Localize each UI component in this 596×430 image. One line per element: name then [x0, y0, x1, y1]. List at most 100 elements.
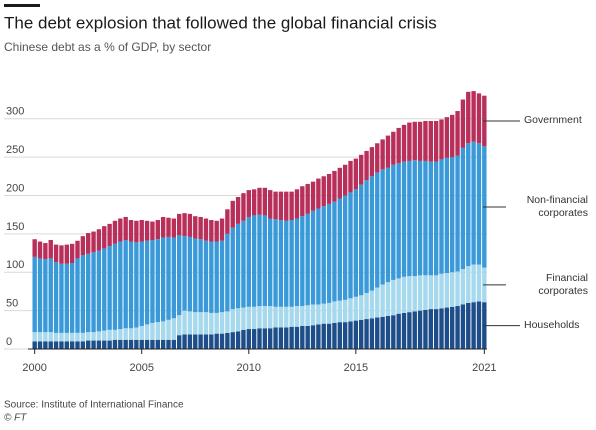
bar-segment: [273, 191, 278, 220]
bar-segment: [417, 275, 423, 311]
bar-segment: [466, 266, 471, 303]
y-tick-label: 200: [6, 182, 24, 194]
x-tick-label: 2015: [344, 362, 368, 374]
bar-segment: [257, 306, 262, 329]
bar-segment: [273, 327, 278, 349]
bar-segment: [417, 310, 423, 349]
bar-segment: [80, 332, 86, 342]
bar-segment: [401, 312, 407, 349]
bar-segment: [43, 259, 48, 333]
bar-segment: [171, 339, 177, 349]
bar-segment: [144, 240, 150, 325]
bar-segment: [423, 309, 428, 349]
x-tick-label: 2000: [22, 362, 46, 374]
bar-segment: [86, 233, 91, 254]
bar-segment: [219, 333, 225, 349]
bar-segment: [187, 334, 193, 349]
bar-segment: [230, 200, 235, 228]
bar-segment: [102, 330, 107, 341]
bar-segment: [353, 158, 359, 190]
bar-segment: [364, 180, 369, 293]
series-label: Government: [524, 114, 582, 126]
bar-segment: [310, 304, 316, 326]
bar-segment: [91, 252, 96, 333]
bar-segment: [107, 223, 112, 247]
bar-segment: [198, 312, 203, 335]
bar-segment: [150, 239, 155, 323]
bar-segment: [278, 220, 284, 307]
bar-segment: [118, 339, 123, 349]
bar-segment: [444, 157, 450, 274]
bar-segment: [359, 295, 364, 320]
bar-segment: [64, 332, 69, 342]
bar-segment: [396, 163, 401, 279]
bar-segment: [380, 284, 385, 317]
bar-segment: [37, 341, 43, 349]
bar-segment: [177, 235, 182, 316]
bar-segment: [433, 121, 439, 162]
bar-segment: [48, 332, 53, 342]
bar-segment: [69, 332, 75, 342]
bar-segment: [80, 255, 86, 333]
bar-segment: [326, 173, 332, 204]
bar-segment: [300, 325, 305, 349]
bar-segment: [337, 167, 342, 199]
bar-segment: [268, 190, 273, 219]
bar-segment: [466, 302, 471, 349]
bar-segment: [75, 258, 80, 333]
bar-segment: [257, 328, 262, 349]
bar-segment: [91, 332, 96, 341]
bar-segment: [476, 93, 482, 144]
bar-segment: [326, 323, 332, 349]
bar-segment: [471, 264, 476, 303]
bar-segment: [369, 176, 375, 291]
bar-segment: [375, 143, 380, 173]
bar-segment: [203, 240, 209, 313]
bar-segment: [471, 141, 476, 265]
bar-segment: [332, 201, 337, 302]
bar-segment: [193, 312, 198, 335]
bar-segment: [123, 328, 128, 340]
bar-segment: [86, 332, 91, 341]
bar-segment: [417, 121, 423, 161]
bar-segment: [385, 135, 391, 168]
chart-subtitle: Chinese debt as a % of GDP, by sector: [4, 40, 211, 54]
bar-segment: [385, 315, 391, 349]
bar-segment: [305, 325, 310, 349]
bar-segment: [107, 340, 112, 349]
bar-segment: [439, 119, 444, 160]
bar-segment: [391, 131, 396, 165]
bar-segment: [369, 318, 375, 349]
bar-segment: [160, 216, 166, 238]
bar-segment: [123, 339, 128, 349]
bar-segment: [385, 167, 391, 283]
bar-segment: [48, 258, 53, 333]
bar-segment: [460, 147, 466, 270]
bar-segment: [150, 322, 155, 340]
bar-segment: [439, 159, 444, 274]
bar-segment: [262, 306, 268, 329]
bar-segment: [444, 273, 450, 308]
bar-segment: [455, 306, 460, 349]
bar-segment: [364, 150, 369, 181]
bar-segment: [337, 198, 342, 301]
bar-segment: [75, 332, 80, 342]
bar-segment: [284, 191, 289, 221]
bar-segment: [86, 253, 91, 333]
bar-segment: [230, 309, 235, 333]
bar-segment: [353, 296, 359, 321]
bar-segment: [471, 91, 476, 142]
bar-segment: [235, 223, 241, 309]
bar-segment: [225, 332, 230, 349]
bar-segment: [262, 187, 268, 216]
bar-segment: [187, 236, 193, 312]
bar-segment: [439, 308, 444, 349]
bar-segment: [118, 241, 123, 330]
bar-segment: [326, 203, 332, 303]
bar-segment: [310, 325, 316, 349]
bar-segment: [476, 301, 482, 349]
bar-segment: [112, 339, 118, 349]
bar-segment: [375, 317, 380, 349]
bar-segment: [80, 236, 86, 256]
